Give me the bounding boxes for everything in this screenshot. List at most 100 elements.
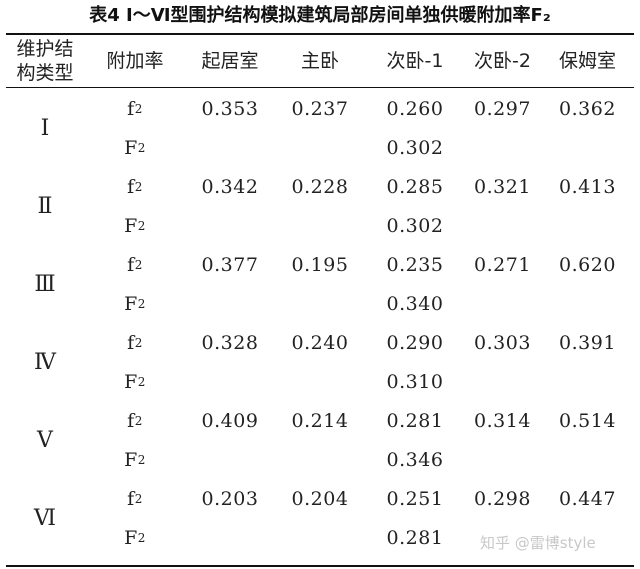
value-cell: 0.298 [474,487,531,510]
value-cell: 0.271 [474,253,531,276]
value-cell: 0.235 [386,253,444,276]
value-cell: 0.251 [386,487,444,510]
structure-type-label: Ⅰ [40,115,50,141]
value-cell: 0.447 [559,487,616,510]
table-row: F 2 0.302 [0,128,640,167]
symbol-subscript: 2 [134,257,143,272]
table-row: F 2 0.346 [0,440,640,479]
value-cell: 0.328 [201,331,259,354]
value-cell: 0.228 [291,175,349,198]
header-room-5: 保姆室 [558,50,616,72]
value-cell: 0.260 [386,97,444,120]
value-cell: 0.321 [474,175,531,198]
combined-value-cell: 0.302 [386,214,444,237]
symbol-subscript: 2 [137,530,146,545]
combined-value-cell: 0.281 [386,526,444,549]
symbol-subscript: 2 [134,413,143,428]
symbol-subscript: 2 [137,140,146,155]
value-cell: 0.237 [291,97,349,120]
value-cell: 0.303 [474,331,531,354]
symbol-base: F [124,292,138,315]
header-room-1: 起居室 [201,50,259,72]
structure-type-label: Ⅳ [34,349,56,375]
table-title: 表4 Ⅰ～Ⅵ型围护结构模拟建筑局部房间单独供暖附加率F₂ [89,5,551,26]
symbol-base: F [124,214,138,237]
value-cell: 0.240 [291,331,349,354]
header-rule [6,87,634,88]
symbol-subscript: 2 [137,296,146,311]
value-cell: 0.342 [201,175,259,198]
combined-value-cell: 0.310 [386,370,444,393]
symbol-subscript: 2 [134,335,143,350]
symbol-subscript: 2 [137,218,146,233]
table-row: F 2 0.302 [0,206,640,245]
table-row: F 2 0.340 [0,284,640,323]
table-row: f 2 0.353 0.237 0.260 0.297 0.362 [0,89,640,128]
symbol-base: f [127,331,135,354]
value-cell: 0.413 [559,175,616,198]
header-room-4: 次卧-2 [474,50,531,72]
symbol-base: F [124,526,138,549]
value-cell: 0.203 [201,487,259,510]
header-type-line1: 维护结 [16,38,74,60]
symbol-subscript: 2 [137,374,146,389]
symbol-base: f [127,253,135,276]
value-cell: 0.314 [474,409,531,432]
symbol-base: F [124,448,138,471]
header-structure-type: 维护结 构类型 [10,35,80,87]
header-type-line2: 构类型 [16,62,74,84]
combined-value-cell: 0.302 [386,136,444,159]
table-row: F 2 0.281 [0,518,640,557]
header-room-3: 次卧-1 [386,50,444,72]
table-row: f 2 0.342 0.228 0.285 0.321 0.413 [0,167,640,206]
value-cell: 0.514 [559,409,616,432]
value-cell: 0.297 [474,97,531,120]
value-cell: 0.377 [201,253,259,276]
value-cell: 0.391 [559,331,616,354]
bottom-rule [6,565,634,567]
structure-type-label: Ⅴ [37,427,53,453]
structure-type-label: Ⅲ [34,271,56,297]
value-cell: 0.620 [559,253,616,276]
symbol-base: f [127,487,135,510]
table-row: f 2 0.409 0.214 0.281 0.314 0.514 [0,401,640,440]
value-cell: 0.362 [559,97,616,120]
value-cell: 0.281 [386,409,444,432]
symbol-subscript: 2 [134,491,143,506]
value-cell: 0.285 [386,175,444,198]
header-factor: 附加率 [106,50,164,72]
symbol-base: f [127,409,135,432]
structure-type-label: Ⅱ [37,193,53,219]
table-row: F 2 0.310 [0,362,640,401]
symbol-subscript: 2 [134,101,143,116]
combined-value-cell: 0.346 [386,448,444,471]
value-cell: 0.214 [291,409,349,432]
symbol-base: F [124,370,138,393]
value-cell: 0.290 [386,331,444,354]
symbol-base: f [127,175,135,198]
table-row: f 2 0.328 0.240 0.290 0.303 0.391 [0,323,640,362]
symbol-subscript: 2 [137,452,146,467]
table-header: 维护结 构类型 附加率 起居室 主卧 次卧-1 次卧-2 保姆室 [0,35,640,87]
symbol-base: f [127,97,135,120]
value-cell: 0.353 [201,97,259,120]
symbol-base: F [124,136,138,159]
structure-type-label: Ⅵ [33,505,57,531]
top-rule [6,33,634,35]
